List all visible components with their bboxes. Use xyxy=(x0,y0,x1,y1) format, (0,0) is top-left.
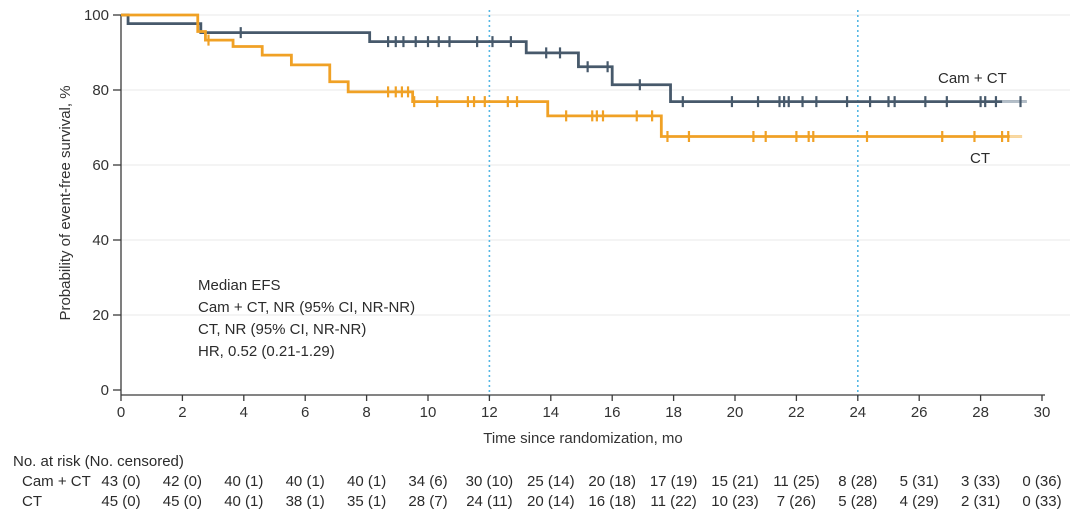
y-tick-label: 20 xyxy=(92,307,109,324)
y-tick-label: 40 xyxy=(92,232,109,249)
x-axis-title: Time since randomization, mo xyxy=(483,430,683,447)
risk-value: 7 (26) xyxy=(777,493,816,510)
annotation-ct: CT, NR (95% CI, NR-NR) xyxy=(198,321,366,338)
risk-value: 0 (36) xyxy=(1022,473,1061,490)
annotation-median-efs: Median EFS xyxy=(198,277,281,294)
annotation-cam-ct: Cam + CT, NR (95% CI, NR-NR) xyxy=(198,299,415,316)
risk-value: 5 (31) xyxy=(900,473,939,490)
risk-value: 16 (18) xyxy=(588,493,636,510)
x-tick-label: 6 xyxy=(301,404,309,421)
risk-value: 43 (0) xyxy=(101,473,140,490)
y-tick-label: 0 xyxy=(101,382,109,399)
x-tick-label: 18 xyxy=(665,404,682,421)
x-tick-label: 22 xyxy=(788,404,805,421)
risk-value: 24 (11) xyxy=(466,493,512,510)
x-tick-label: 24 xyxy=(849,404,866,421)
risk-value: 45 (0) xyxy=(163,493,202,510)
risk-value: 10 (23) xyxy=(711,493,759,510)
risk-value: 17 (19) xyxy=(650,473,698,490)
risk-value: 30 (10) xyxy=(466,473,514,490)
risk-value: 40 (1) xyxy=(347,473,386,490)
x-tick-label: 14 xyxy=(542,404,559,421)
risk-value: 11 (22) xyxy=(650,493,696,510)
x-tick-label: 26 xyxy=(911,404,928,421)
y-tick-label: 60 xyxy=(92,157,109,174)
risk-value: 11 (25) xyxy=(773,473,819,490)
x-tick-label: 30 xyxy=(1034,404,1051,421)
risk-value: 35 (1) xyxy=(347,493,386,510)
risk-value: 15 (21) xyxy=(711,473,759,490)
risk-value: 2 (31) xyxy=(961,493,1000,510)
x-tick-label: 16 xyxy=(604,404,621,421)
risk-value: 28 (7) xyxy=(408,493,447,510)
risk-value: 34 (6) xyxy=(408,473,447,490)
y-axis-title: Probability of event-free survival, % xyxy=(57,85,74,320)
x-tick-label: 10 xyxy=(420,404,437,421)
risk-value: 40 (1) xyxy=(286,473,325,490)
x-tick-label: 8 xyxy=(362,404,370,421)
risk-row-label-ct: CT xyxy=(22,493,42,510)
risk-table-title: No. at risk (No. censored) xyxy=(13,453,184,470)
km-curve-cam-ct xyxy=(121,13,1027,104)
risk-value: 20 (14) xyxy=(527,493,575,510)
risk-value: 0 (33) xyxy=(1022,493,1061,510)
y-tick-label: 80 xyxy=(92,82,109,99)
risk-value: 8 (28) xyxy=(838,473,877,490)
risk-value: 38 (1) xyxy=(286,493,325,510)
chart-text-layer: Probability of event-free survival, % Ti… xyxy=(13,70,1007,510)
y-tick-label: 100 xyxy=(84,7,109,24)
x-tick-label: 28 xyxy=(972,404,989,421)
risk-value: 5 (28) xyxy=(838,493,877,510)
series-label-cam-ct: Cam + CT xyxy=(938,70,1007,87)
risk-value: 20 (18) xyxy=(588,473,636,490)
risk-value: 3 (33) xyxy=(961,473,1000,490)
km-curve-ct xyxy=(121,13,1023,138)
risk-value: 4 (29) xyxy=(900,493,939,510)
x-tick-label: 0 xyxy=(117,404,125,421)
x-tick-label: 2 xyxy=(178,404,186,421)
x-tick-label: 4 xyxy=(240,404,248,421)
risk-row-label-cam-ct: Cam + CT xyxy=(22,473,91,490)
x-tick-label: 12 xyxy=(481,404,498,421)
risk-value: 40 (1) xyxy=(224,473,263,490)
x-tick-label: 20 xyxy=(727,404,744,421)
annotation-hr: HR, 0.52 (0.21-1.29) xyxy=(198,343,335,360)
risk-value: 42 (0) xyxy=(163,473,202,490)
series-label-ct: CT xyxy=(970,150,990,167)
risk-value: 25 (14) xyxy=(527,473,575,490)
risk-value: 45 (0) xyxy=(101,493,140,510)
risk-value: 40 (1) xyxy=(224,493,263,510)
